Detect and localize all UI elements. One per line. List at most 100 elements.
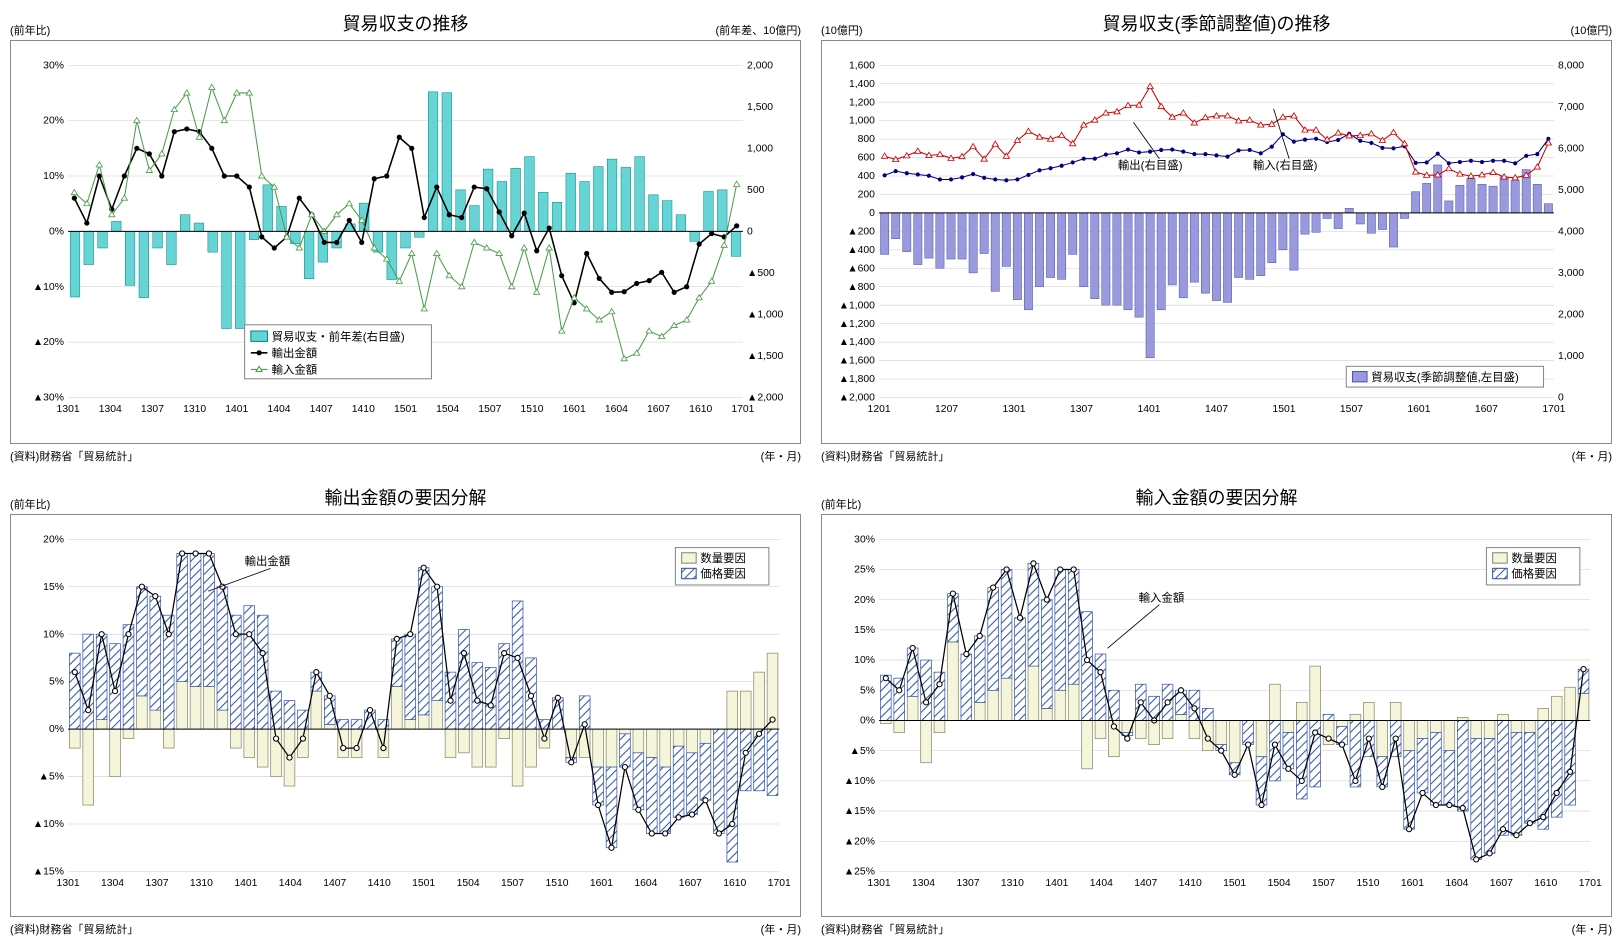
svg-text:▲15%: ▲15% (844, 806, 875, 817)
svg-text:8,000: 8,000 (1558, 60, 1584, 71)
svg-text:▲800: ▲800 (847, 282, 875, 293)
svg-text:1507: 1507 (1340, 404, 1363, 415)
svg-text:0%: 0% (49, 226, 64, 237)
svg-text:1401: 1401 (234, 878, 257, 889)
chart4-source: (資料)財務省「貿易統計」 (821, 921, 949, 937)
svg-text:600: 600 (858, 153, 876, 164)
svg-text:1701: 1701 (768, 878, 791, 889)
svg-text:0: 0 (1558, 393, 1564, 404)
svg-text:▲10%: ▲10% (33, 819, 64, 830)
svg-text:1407: 1407 (1134, 878, 1157, 889)
svg-text:1,000: 1,000 (1558, 351, 1584, 362)
svg-text:価格要因: 価格要因 (700, 566, 746, 580)
svg-text:2,000: 2,000 (1558, 310, 1584, 321)
svg-text:1604: 1604 (634, 878, 657, 889)
svg-text:▲30%: ▲30% (33, 393, 64, 404)
svg-text:1607: 1607 (647, 404, 670, 415)
svg-text:1,000: 1,000 (747, 143, 773, 154)
svg-text:1601: 1601 (563, 404, 586, 415)
svg-text:▲5%: ▲5% (39, 771, 64, 782)
svg-text:20%: 20% (854, 594, 875, 605)
svg-text:1504: 1504 (457, 878, 480, 889)
svg-text:数量要因: 数量要因 (700, 551, 746, 565)
svg-text:3,000: 3,000 (1558, 268, 1584, 279)
svg-text:1407: 1407 (310, 404, 333, 415)
svg-text:1607: 1607 (1490, 878, 1513, 889)
svg-text:▲600: ▲600 (847, 263, 875, 274)
svg-text:6,000: 6,000 (1558, 143, 1584, 154)
svg-text:15%: 15% (854, 624, 875, 635)
chart1-source: (資料)財務省「貿易統計」 (10, 448, 138, 464)
svg-text:7,000: 7,000 (1558, 102, 1584, 113)
svg-text:輸入金額: 輸入金額 (1139, 590, 1185, 604)
svg-text:▲25%: ▲25% (844, 866, 875, 877)
svg-text:1510: 1510 (520, 404, 543, 415)
svg-text:1304: 1304 (912, 878, 935, 889)
svg-text:1201: 1201 (868, 404, 891, 415)
svg-text:1310: 1310 (190, 878, 213, 889)
svg-text:1701: 1701 (1542, 404, 1565, 415)
svg-text:▲1,000: ▲1,000 (839, 300, 875, 311)
svg-text:1701: 1701 (1579, 878, 1602, 889)
svg-text:5%: 5% (49, 676, 64, 687)
svg-text:25%: 25% (854, 564, 875, 575)
svg-text:1301: 1301 (1003, 404, 1026, 415)
svg-text:1607: 1607 (1475, 404, 1498, 415)
svg-text:▲1,000: ▲1,000 (747, 310, 783, 321)
svg-text:▲1,800: ▲1,800 (839, 374, 875, 385)
svg-text:輸出金額: 輸出金額 (245, 554, 291, 568)
svg-text:▲500: ▲500 (747, 268, 775, 279)
chart1-xunit: (年・月) (761, 448, 801, 464)
svg-text:1507: 1507 (501, 878, 524, 889)
chart2-area: ▲2,000▲1,800▲1,600▲1,400▲1,200▲1,000▲800… (821, 40, 1612, 444)
svg-text:▲200: ▲200 (847, 226, 875, 237)
svg-text:1404: 1404 (267, 404, 290, 415)
svg-text:1401: 1401 (1045, 878, 1068, 889)
chart3-panel: 輸出金額の要因分解 (前年比) ▲15%▲10%▲5%0%5%10%15%20%… (10, 484, 801, 938)
svg-text:1610: 1610 (1534, 878, 1557, 889)
svg-text:1610: 1610 (689, 404, 712, 415)
chart2-title: 貿易収支(季節調整値)の推移 (821, 10, 1612, 36)
svg-text:10%: 10% (43, 171, 64, 182)
svg-text:価格要因: 価格要因 (1511, 566, 1557, 580)
chart4-area: ▲25%▲20%▲15%▲10%▲5%0%5%10%15%20%25%30%13… (821, 514, 1612, 918)
svg-text:1410: 1410 (368, 878, 391, 889)
chart2-source: (資料)財務省「貿易統計」 (821, 448, 949, 464)
svg-text:0%: 0% (49, 724, 64, 735)
chart2-panel: 貿易収支(季節調整値)の推移 (10億円) (10億円) ▲2,000▲1,80… (821, 10, 1612, 464)
svg-text:5%: 5% (860, 685, 875, 696)
svg-text:1507: 1507 (1312, 878, 1335, 889)
svg-text:1601: 1601 (1407, 404, 1430, 415)
svg-text:1601: 1601 (1401, 878, 1424, 889)
svg-text:1401: 1401 (1137, 404, 1160, 415)
chart1-right-label: (前年差、10億円) (715, 22, 801, 38)
svg-text:輸入(右目盛): 輸入(右目盛) (1253, 158, 1318, 172)
svg-text:1301: 1301 (57, 404, 80, 415)
svg-text:0%: 0% (860, 715, 875, 726)
svg-text:1501: 1501 (412, 878, 435, 889)
svg-text:▲10%: ▲10% (844, 775, 875, 786)
svg-text:4,000: 4,000 (1558, 226, 1584, 237)
svg-text:0: 0 (747, 226, 753, 237)
svg-text:貿易収支(季節調整値,左目盛): 貿易収支(季節調整値,左目盛) (1371, 370, 1519, 384)
svg-text:▲15%: ▲15% (33, 866, 64, 877)
svg-text:200: 200 (858, 190, 876, 201)
svg-text:1604: 1604 (1445, 878, 1468, 889)
svg-text:▲1,200: ▲1,200 (839, 319, 875, 330)
svg-text:1307: 1307 (1070, 404, 1093, 415)
svg-text:1404: 1404 (1090, 878, 1113, 889)
svg-text:1504: 1504 (1268, 878, 1291, 889)
svg-text:▲1,600: ▲1,600 (839, 356, 875, 367)
svg-text:輸出金額: 輸出金額 (272, 346, 318, 360)
svg-text:▲20%: ▲20% (33, 337, 64, 348)
svg-text:2,000: 2,000 (747, 60, 773, 71)
svg-text:▲1,500: ▲1,500 (747, 351, 783, 362)
svg-text:1307: 1307 (956, 878, 979, 889)
svg-text:1504: 1504 (436, 404, 459, 415)
svg-text:1,200: 1,200 (849, 97, 875, 108)
chart3-left-label: (前年比) (10, 496, 50, 512)
svg-text:▲1,400: ▲1,400 (839, 337, 875, 348)
svg-text:1701: 1701 (731, 404, 754, 415)
svg-text:1310: 1310 (1001, 878, 1024, 889)
chart1-panel: 貿易収支の推移 (前年比) (前年差、10億円) ▲30%▲20%▲10%0%1… (10, 10, 801, 464)
